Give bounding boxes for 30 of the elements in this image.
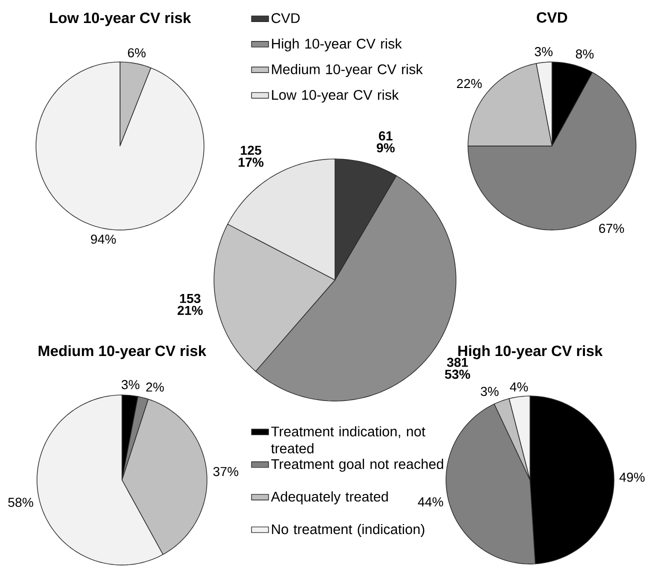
- data-label: 37%: [213, 466, 238, 476]
- legend-label: No treatment (indication): [272, 524, 424, 537]
- data-label: 49%: [619, 472, 645, 482]
- data-label: 3%: [480, 386, 499, 396]
- chart-title: Medium 10-year CV risk: [38, 345, 206, 360]
- data-label: 67%: [599, 224, 624, 233]
- data-label: 3%: [534, 47, 553, 56]
- legend-label: Medium 10-year CV risk: [272, 64, 423, 77]
- data-label: 381 53%: [444, 358, 470, 379]
- data-label: 2%: [146, 382, 164, 392]
- chart-title: High 10-year CV risk: [458, 345, 603, 360]
- data-label: 61 9%: [376, 131, 395, 152]
- legend-label: Treatment goal not reached: [271, 458, 444, 472]
- data-label: 4%: [510, 382, 528, 392]
- data-label: 153 21%: [178, 294, 203, 315]
- legend-label: Adequately treated: [270, 491, 388, 504]
- data-label: 44%: [418, 497, 444, 506]
- legend-label: Treatment indication, not treated: [271, 426, 426, 454]
- data-label: 8%: [576, 49, 594, 59]
- data-label: 125 17%: [238, 146, 264, 167]
- data-label: 58%: [8, 498, 34, 507]
- data-label: 22%: [456, 78, 482, 88]
- data-label: 94%: [90, 234, 116, 244]
- data-label: 6%: [128, 48, 146, 58]
- legend-label: Low 10-year CV risk: [272, 90, 399, 103]
- chart-title: Low 10-year CV risk: [50, 12, 192, 26]
- legend-label: High 10-year CV risk: [272, 38, 402, 52]
- data-label: 3%: [122, 380, 140, 390]
- legend-label: CVD: [272, 13, 300, 24]
- chart-title: CVD: [536, 12, 568, 23]
